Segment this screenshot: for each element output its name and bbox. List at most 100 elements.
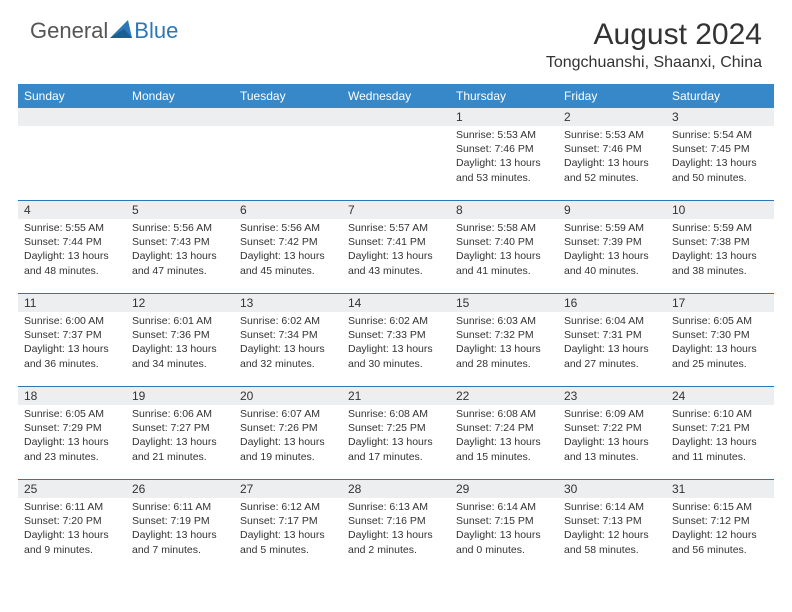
day-details: Sunrise: 6:10 AMSunset: 7:21 PMDaylight:… [666, 405, 774, 468]
day-details: Sunrise: 6:00 AMSunset: 7:37 PMDaylight:… [18, 312, 126, 375]
day-details: Sunrise: 5:59 AMSunset: 7:38 PMDaylight:… [666, 219, 774, 282]
day-cell: 1Sunrise: 5:53 AMSunset: 7:46 PMDaylight… [450, 108, 558, 200]
sunrise-line: Sunrise: 5:53 AM [564, 128, 660, 142]
day-cell: 23Sunrise: 6:09 AMSunset: 7:22 PMDayligh… [558, 387, 666, 479]
day-number: 22 [450, 387, 558, 405]
brand-logo: General Blue [30, 18, 178, 44]
day-details: Sunrise: 5:57 AMSunset: 7:41 PMDaylight:… [342, 219, 450, 282]
day-cell: 30Sunrise: 6:14 AMSunset: 7:13 PMDayligh… [558, 480, 666, 572]
calendar-week-row: 25Sunrise: 6:11 AMSunset: 7:20 PMDayligh… [18, 480, 774, 572]
day-cell: 29Sunrise: 6:14 AMSunset: 7:15 PMDayligh… [450, 480, 558, 572]
brand-text-general: General [30, 18, 108, 44]
daylight-line: Daylight: 13 hours and 0 minutes. [456, 528, 552, 556]
day-cell: 3Sunrise: 5:54 AMSunset: 7:45 PMDaylight… [666, 108, 774, 200]
day-number: 12 [126, 294, 234, 312]
day-number: 1 [450, 108, 558, 126]
daylight-line: Daylight: 13 hours and 48 minutes. [24, 249, 120, 277]
day-details [126, 126, 234, 132]
day-cell: 2Sunrise: 5:53 AMSunset: 7:46 PMDaylight… [558, 108, 666, 200]
month-title: August 2024 [546, 18, 762, 52]
sunset-line: Sunset: 7:42 PM [240, 235, 336, 249]
day-details: Sunrise: 5:55 AMSunset: 7:44 PMDaylight:… [18, 219, 126, 282]
calendar-week-row: 4Sunrise: 5:55 AMSunset: 7:44 PMDaylight… [18, 201, 774, 294]
sunrise-line: Sunrise: 6:14 AM [564, 500, 660, 514]
day-number: 29 [450, 480, 558, 498]
day-cell: 6Sunrise: 5:56 AMSunset: 7:42 PMDaylight… [234, 201, 342, 293]
sunset-line: Sunset: 7:26 PM [240, 421, 336, 435]
day-details: Sunrise: 5:53 AMSunset: 7:46 PMDaylight:… [558, 126, 666, 189]
empty-day-cell [342, 108, 450, 200]
day-number [342, 108, 450, 126]
day-cell: 12Sunrise: 6:01 AMSunset: 7:36 PMDayligh… [126, 294, 234, 386]
daylight-line: Daylight: 12 hours and 58 minutes. [564, 528, 660, 556]
day-details: Sunrise: 6:14 AMSunset: 7:13 PMDaylight:… [558, 498, 666, 561]
day-number: 20 [234, 387, 342, 405]
day-details: Sunrise: 5:56 AMSunset: 7:42 PMDaylight:… [234, 219, 342, 282]
day-number: 15 [450, 294, 558, 312]
day-number: 28 [342, 480, 450, 498]
day-cell: 10Sunrise: 5:59 AMSunset: 7:38 PMDayligh… [666, 201, 774, 293]
sunrise-line: Sunrise: 6:07 AM [240, 407, 336, 421]
sunset-line: Sunset: 7:31 PM [564, 328, 660, 342]
day-number: 6 [234, 201, 342, 219]
day-number [126, 108, 234, 126]
weekday-header: Friday [558, 84, 666, 108]
daylight-line: Daylight: 13 hours and 40 minutes. [564, 249, 660, 277]
day-number: 19 [126, 387, 234, 405]
daylight-line: Daylight: 13 hours and 11 minutes. [672, 435, 768, 463]
day-number: 10 [666, 201, 774, 219]
daylight-line: Daylight: 13 hours and 50 minutes. [672, 156, 768, 184]
sunrise-line: Sunrise: 6:04 AM [564, 314, 660, 328]
day-number: 17 [666, 294, 774, 312]
day-details: Sunrise: 6:13 AMSunset: 7:16 PMDaylight:… [342, 498, 450, 561]
sunrise-line: Sunrise: 6:15 AM [672, 500, 768, 514]
sunset-line: Sunset: 7:38 PM [672, 235, 768, 249]
sunset-line: Sunset: 7:44 PM [24, 235, 120, 249]
day-details: Sunrise: 6:11 AMSunset: 7:19 PMDaylight:… [126, 498, 234, 561]
daylight-line: Daylight: 13 hours and 17 minutes. [348, 435, 444, 463]
sunset-line: Sunset: 7:21 PM [672, 421, 768, 435]
sunset-line: Sunset: 7:20 PM [24, 514, 120, 528]
day-cell: 22Sunrise: 6:08 AMSunset: 7:24 PMDayligh… [450, 387, 558, 479]
sunset-line: Sunset: 7:15 PM [456, 514, 552, 528]
sunrise-line: Sunrise: 6:08 AM [348, 407, 444, 421]
location-text: Tongchuanshi, Shaanxi, China [546, 54, 762, 72]
empty-day-cell [126, 108, 234, 200]
sunrise-line: Sunrise: 5:58 AM [456, 221, 552, 235]
day-number: 4 [18, 201, 126, 219]
day-number: 23 [558, 387, 666, 405]
sunset-line: Sunset: 7:46 PM [564, 142, 660, 156]
daylight-line: Daylight: 13 hours and 43 minutes. [348, 249, 444, 277]
weekday-header: Saturday [666, 84, 774, 108]
weekday-header: Monday [126, 84, 234, 108]
sunrise-line: Sunrise: 5:57 AM [348, 221, 444, 235]
sunset-line: Sunset: 7:22 PM [564, 421, 660, 435]
day-cell: 21Sunrise: 6:08 AMSunset: 7:25 PMDayligh… [342, 387, 450, 479]
day-details: Sunrise: 6:08 AMSunset: 7:24 PMDaylight:… [450, 405, 558, 468]
brand-text-blue: Blue [134, 18, 178, 44]
sunrise-line: Sunrise: 5:56 AM [240, 221, 336, 235]
daylight-line: Daylight: 13 hours and 9 minutes. [24, 528, 120, 556]
day-number [234, 108, 342, 126]
sunset-line: Sunset: 7:27 PM [132, 421, 228, 435]
sunrise-line: Sunrise: 6:11 AM [24, 500, 120, 514]
sunrise-line: Sunrise: 6:10 AM [672, 407, 768, 421]
sunrise-line: Sunrise: 5:54 AM [672, 128, 768, 142]
sunrise-line: Sunrise: 5:55 AM [24, 221, 120, 235]
day-details [342, 126, 450, 132]
day-cell: 8Sunrise: 5:58 AMSunset: 7:40 PMDaylight… [450, 201, 558, 293]
sunset-line: Sunset: 7:39 PM [564, 235, 660, 249]
day-number [18, 108, 126, 126]
day-number: 30 [558, 480, 666, 498]
daylight-line: Daylight: 13 hours and 41 minutes. [456, 249, 552, 277]
weekday-header: Wednesday [342, 84, 450, 108]
day-details: Sunrise: 6:02 AMSunset: 7:33 PMDaylight:… [342, 312, 450, 375]
sunset-line: Sunset: 7:34 PM [240, 328, 336, 342]
day-cell: 9Sunrise: 5:59 AMSunset: 7:39 PMDaylight… [558, 201, 666, 293]
day-number: 8 [450, 201, 558, 219]
sunset-line: Sunset: 7:36 PM [132, 328, 228, 342]
day-number: 9 [558, 201, 666, 219]
day-cell: 28Sunrise: 6:13 AMSunset: 7:16 PMDayligh… [342, 480, 450, 572]
sunrise-line: Sunrise: 5:53 AM [456, 128, 552, 142]
daylight-line: Daylight: 13 hours and 13 minutes. [564, 435, 660, 463]
